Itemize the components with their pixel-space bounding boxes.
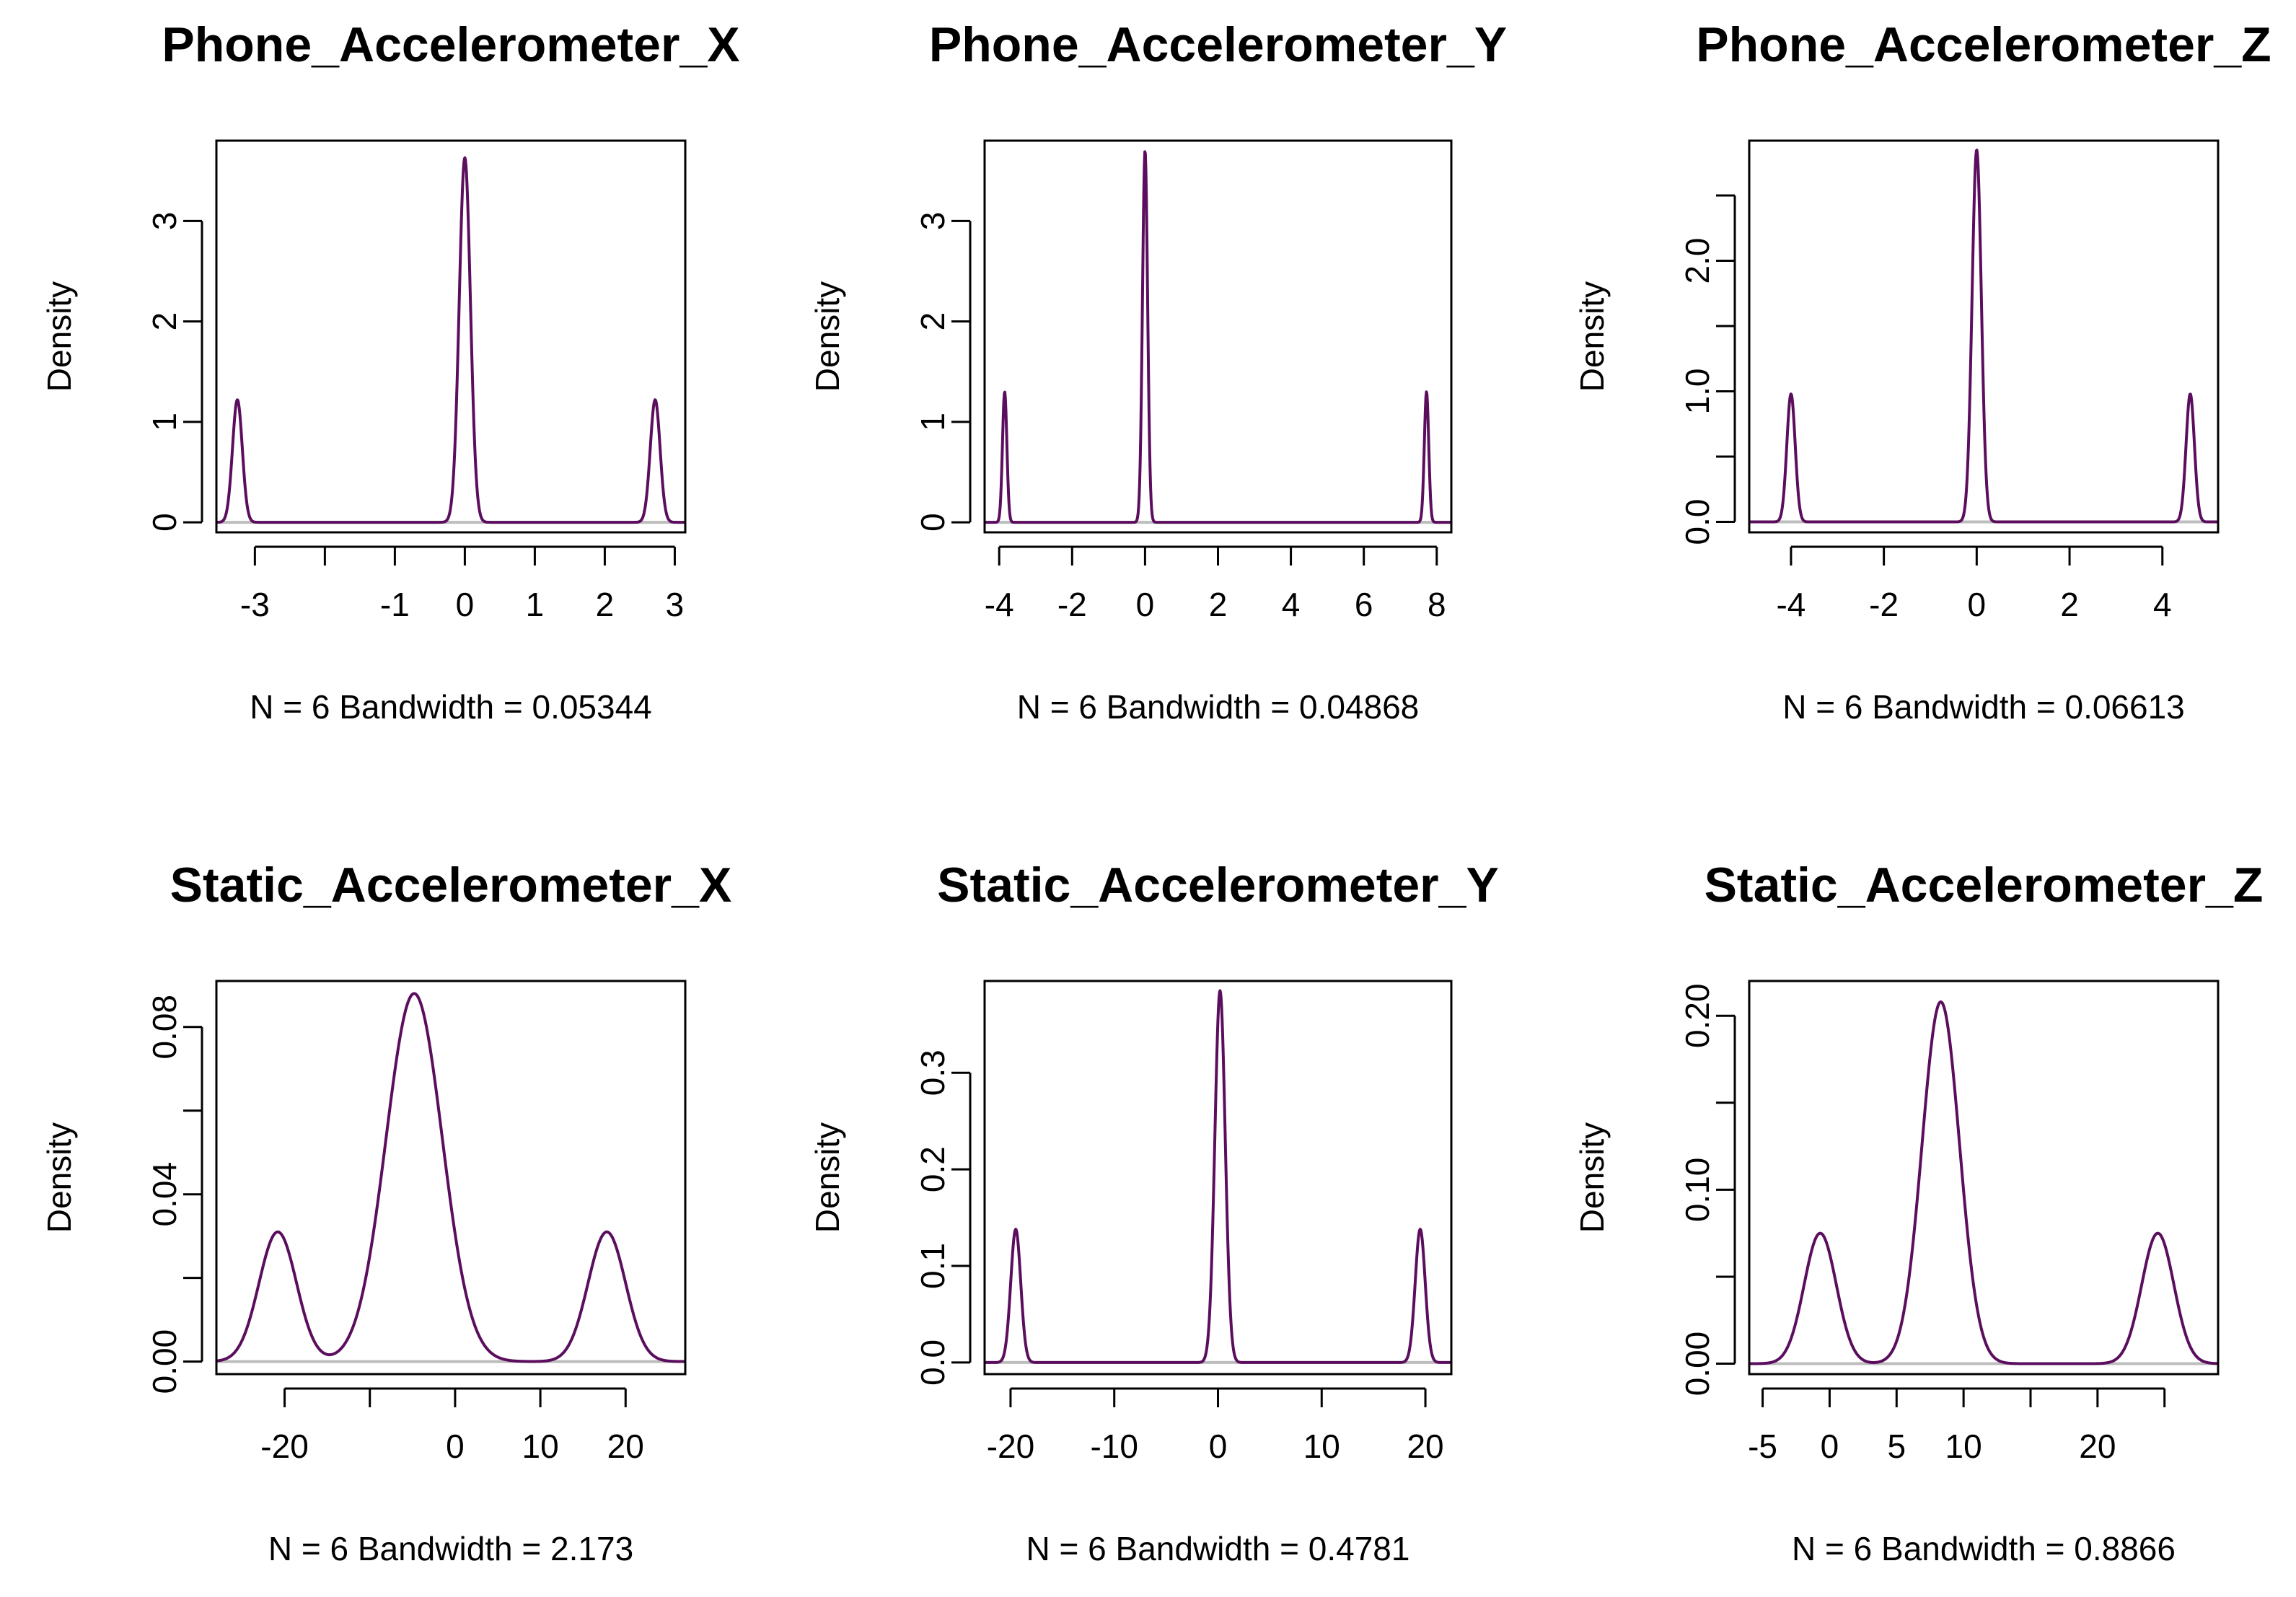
density-curve [215,156,687,524]
x-tick-label: 10 [1945,1427,1982,1465]
x-tick-label: 0 [1968,586,1987,623]
x-tick-label: 0 [456,586,475,623]
x-tick-label: 0 [1209,1427,1228,1465]
x-tick-label: 8 [1428,586,1446,623]
y-tick-label: 1 [146,413,183,431]
y-tick-label: 0 [146,513,183,532]
x-tick-label: -5 [1748,1427,1777,1465]
y-axis-label: Density [809,281,846,392]
x-tick-label: 0 [1136,586,1155,623]
x-tick-label: 1 [526,586,545,623]
x-axis-label: N = 6 Bandwidth = 0.06613 [1782,688,2185,726]
x-tick-label: -20 [260,1427,308,1465]
y-tick-label: 0.1 [914,1243,951,1289]
plot-frame [1748,980,2220,1376]
y-tick-label: 0.04 [146,1162,183,1227]
y-axis-label: Density [1573,1122,1611,1233]
density-curve [215,992,687,1363]
x-tick-label: 6 [1355,586,1373,623]
density-curve [1748,149,2220,524]
x-tick-label: 2 [596,586,615,623]
y-tick-label: 3 [914,212,951,231]
x-tick-label: -10 [1090,1427,1138,1465]
density-curve [1748,1000,2220,1365]
panel-title: Static_Accelerometer_Y [937,858,1499,912]
panel-title: Static_Accelerometer_Z [1705,858,2264,912]
density-panel-6: Static_Accelerometer_Z -5 0 5 10 20 0.00 0.10 0.… [1573,858,2263,1567]
y-tick-label: 2 [146,312,183,331]
x-tick-label: 10 [522,1427,559,1465]
density-panel-1: Phone_Accelerometer_X -3 -1 0 1 2 3 0 1 2 3 Density… [40,17,740,726]
plot-frame [215,980,687,1376]
y-tick-label: 2 [914,312,951,331]
plot-frame [983,980,1453,1376]
x-tick-label: -4 [1776,586,1805,623]
density-curve [983,150,1453,524]
y-axis-label: Density [40,281,78,392]
x-tick-label: -2 [1057,586,1087,623]
y-tick-label: 0.00 [1679,1332,1716,1396]
panel-title: Static_Accelerometer_X [170,858,732,912]
y-tick-label: 0 [914,513,951,532]
density-panel-3: Phone_Accelerometer_Z -4 -2 0 2 4 0.0 1.0 2.0 Den… [1573,17,2271,726]
plot-frame [983,139,1453,534]
y-axis-label: Density [809,1122,846,1233]
x-tick-label: -3 [240,586,270,623]
y-tick-label: 0.3 [914,1050,951,1096]
plot-frame [215,139,687,534]
x-tick-label: 10 [1303,1427,1340,1465]
x-tick-label: 4 [1282,586,1301,623]
y-tick-label: 0.0 [1679,499,1716,545]
density-panel-5: Static_Accelerometer_Y -20 -10 0 10 20 0.0 0.1 0… [809,858,1499,1567]
x-tick-label: 20 [1407,1427,1443,1465]
y-tick-label: 1.0 [1679,369,1716,415]
plot-frame [1748,139,2220,534]
x-axis-label: N = 6 Bandwidth = 0.4781 [1026,1530,1410,1567]
x-tick-label: 5 [1887,1427,1906,1465]
x-tick-label: 3 [666,586,685,623]
x-tick-label: -2 [1869,586,1899,623]
y-tick-label: 0.08 [146,995,183,1060]
y-axis-label: Density [1573,281,1611,392]
density-panel-4: Static_Accelerometer_X -20 0 10 20 0.00 0.04 0.… [40,858,731,1567]
panel-title: Phone_Accelerometer_Z [1696,17,2271,72]
x-axis-label: N = 6 Bandwidth = 0.05344 [250,688,652,726]
panel-title: Phone_Accelerometer_X [162,17,739,72]
x-axis-label: N = 6 Bandwidth = 0.04868 [1017,688,1420,726]
x-axis-label: N = 6 Bandwidth = 0.8866 [1792,1530,2176,1567]
x-axis-label: N = 6 Bandwidth = 2.173 [268,1530,633,1567]
x-tick-label: 0 [1821,1427,1839,1465]
y-tick-label: 0.0 [914,1339,951,1386]
x-tick-label: 20 [2079,1427,2116,1465]
density-curve [983,989,1453,1364]
density-panel-2: Phone_Accelerometer_Y -4 -2 0 2 4 6 8 0 1 2 3 Densit… [809,17,1507,726]
y-tick-label: 0.2 [914,1146,951,1192]
y-tick-label: 0.00 [146,1329,183,1394]
x-tick-label: -4 [985,586,1014,623]
y-tick-label: 0.20 [1679,983,1716,1048]
y-axis-label: Density [40,1122,78,1233]
y-tick-label: 0.10 [1679,1158,1716,1223]
x-tick-label: -20 [987,1427,1034,1465]
x-tick-label: -1 [380,586,410,623]
x-tick-label: 20 [607,1427,644,1465]
x-tick-label: 2 [2060,586,2079,623]
panel-title: Phone_Accelerometer_Y [929,17,1507,72]
x-tick-label: 2 [1209,586,1228,623]
x-tick-label: 0 [446,1427,465,1465]
y-tick-label: 1 [914,413,951,431]
y-tick-label: 2.0 [1679,238,1716,284]
x-tick-label: 4 [2153,586,2172,623]
y-tick-label: 3 [146,212,183,231]
